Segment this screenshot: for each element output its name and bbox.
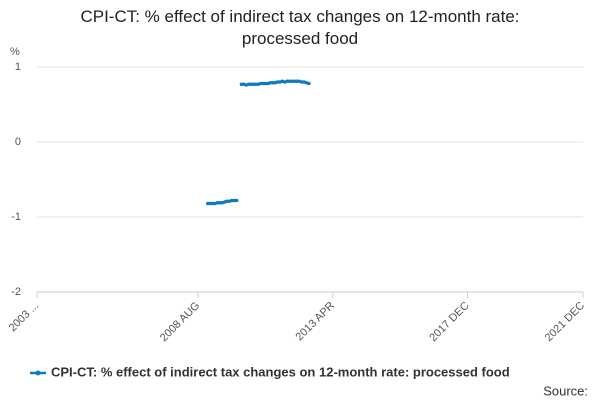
source: Source: xyxy=(543,383,588,398)
x-tick-label: 2021 DEC xyxy=(543,300,587,344)
point xyxy=(306,81,311,86)
y-tick-label: -2 xyxy=(11,286,21,298)
chart-title: CPI-CT: % effect of indirect tax changes… xyxy=(80,7,520,48)
y-tick-label: 1 xyxy=(15,61,21,73)
y-tick-label: -1 xyxy=(11,211,21,223)
point xyxy=(234,198,239,203)
x-tick-label: 2013 APR xyxy=(294,300,338,344)
x-tick-label: 2008 AUG xyxy=(158,300,202,344)
y-axis-label: % xyxy=(10,46,20,58)
legend-label: CPI-CT: % effect of indirect tax changes… xyxy=(51,364,510,379)
legend-marker xyxy=(35,370,41,376)
y-tick-label: 0 xyxy=(15,136,21,148)
x-tick-label: 2003 ... xyxy=(7,300,41,334)
x-tick-label: 2017 DEC xyxy=(427,300,471,344)
